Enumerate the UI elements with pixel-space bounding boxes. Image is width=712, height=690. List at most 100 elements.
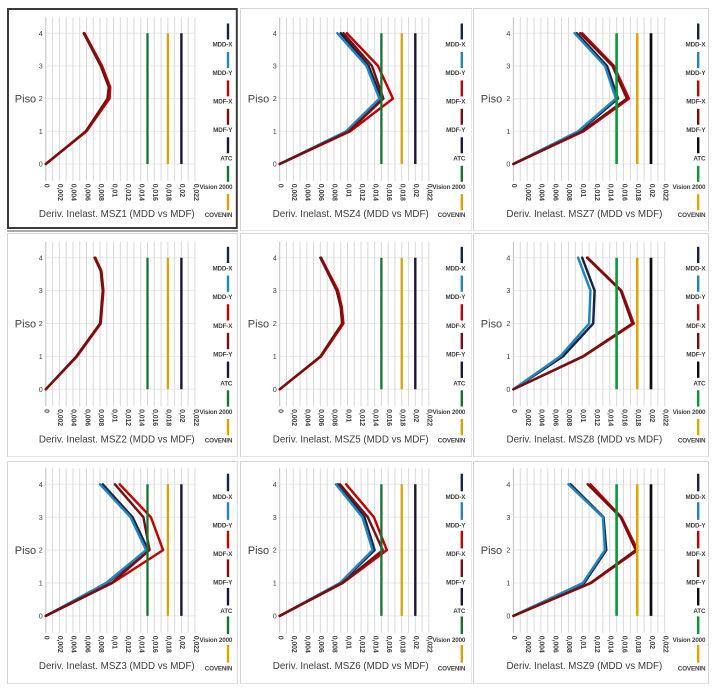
svg-text:1: 1 (506, 352, 510, 361)
svg-text:0,022: 0,022 (192, 409, 199, 426)
svg-text:2: 2 (272, 545, 276, 554)
svg-text:0,018: 0,018 (634, 635, 641, 652)
svg-text:0,016: 0,016 (384, 635, 391, 652)
svg-text:0,008: 0,008 (330, 635, 337, 652)
svg-text:ATC: ATC (453, 608, 466, 615)
svg-text:ATC: ATC (693, 380, 706, 387)
svg-text:4: 4 (506, 28, 510, 37)
svg-text:0,002: 0,002 (290, 409, 297, 426)
svg-text:0,02: 0,02 (412, 183, 419, 196)
svg-text:0,006: 0,006 (83, 183, 90, 200)
svg-text:MDD-Y: MDD-Y (445, 70, 466, 77)
svg-text:ATC: ATC (220, 155, 233, 162)
svg-text:0,014: 0,014 (138, 635, 145, 652)
svg-text:MDF-Y: MDF-Y (213, 352, 233, 359)
svg-text:MDF-Y: MDF-Y (686, 579, 706, 586)
svg-text:3: 3 (272, 286, 276, 295)
svg-text:MDF-Y: MDF-Y (686, 126, 706, 133)
svg-text:0,006: 0,006 (83, 409, 90, 426)
svg-text:2: 2 (39, 319, 43, 328)
svg-text:Deriv. Inelast. MSZ6 (MDD vs M: Deriv. Inelast. MSZ6 (MDD vs MDF) (272, 660, 428, 671)
svg-text:0,018: 0,018 (634, 409, 641, 426)
svg-text:0,012: 0,012 (593, 409, 600, 426)
svg-text:4: 4 (39, 479, 43, 488)
svg-text:0,016: 0,016 (151, 183, 158, 200)
svg-text:MDD-Y: MDD-Y (685, 70, 706, 77)
svg-text:Vision 2000: Vision 2000 (199, 636, 232, 643)
svg-text:0,02: 0,02 (178, 183, 185, 196)
svg-text:Vision 2000: Vision 2000 (199, 409, 232, 416)
svg-text:0,01: 0,01 (110, 635, 117, 648)
svg-text:MDF-X: MDF-X (686, 98, 706, 105)
svg-text:0: 0 (43, 635, 50, 639)
svg-text:0,008: 0,008 (330, 183, 337, 200)
svg-text:0,02: 0,02 (648, 635, 655, 648)
svg-text:0,012: 0,012 (124, 183, 131, 200)
svg-text:COVENIN: COVENIN (437, 438, 465, 445)
svg-text:0,004: 0,004 (303, 409, 310, 426)
svg-text:MDD-Y: MDD-Y (212, 522, 233, 529)
svg-text:Vision 2000: Vision 2000 (672, 183, 706, 190)
svg-text:0,008: 0,008 (97, 183, 104, 200)
svg-text:0,004: 0,004 (70, 635, 77, 652)
svg-text:Deriv. Inelast. MSZ9 (MDD vs M: Deriv. Inelast. MSZ9 (MDD vs MDF) (506, 660, 662, 671)
svg-text:1: 1 (272, 352, 276, 361)
svg-text:0,012: 0,012 (593, 183, 600, 200)
svg-text:ATC: ATC (220, 380, 233, 387)
svg-text:MDF-Y: MDF-Y (446, 352, 466, 359)
svg-text:0,004: 0,004 (538, 635, 545, 652)
svg-text:Vision 2000: Vision 2000 (672, 409, 705, 416)
svg-text:0,022: 0,022 (425, 635, 432, 652)
svg-text:1: 1 (272, 578, 276, 587)
svg-text:0,008: 0,008 (97, 409, 104, 426)
svg-text:0,008: 0,008 (97, 635, 104, 652)
svg-text:0,02: 0,02 (648, 183, 655, 196)
svg-text:MDD-Y: MDD-Y (445, 294, 466, 301)
svg-text:MDD-X: MDD-X (685, 266, 706, 273)
svg-text:MDF-Y: MDF-Y (446, 579, 466, 586)
svg-text:MDF-X: MDF-X (446, 98, 466, 105)
svg-text:0: 0 (276, 183, 283, 187)
svg-text:0,02: 0,02 (648, 409, 655, 422)
svg-text:0,012: 0,012 (357, 409, 364, 426)
svg-text:0,008: 0,008 (565, 183, 572, 200)
svg-text:0,006: 0,006 (317, 183, 324, 200)
svg-text:0,02: 0,02 (412, 409, 419, 422)
svg-text:ATC: ATC (453, 155, 466, 162)
svg-text:3: 3 (506, 286, 510, 295)
svg-text:MDD-X: MDD-X (445, 266, 466, 273)
svg-text:Piso: Piso (247, 319, 268, 331)
svg-text:0,016: 0,016 (620, 409, 627, 426)
svg-text:1: 1 (272, 126, 276, 135)
svg-text:MDD-X: MDD-X (685, 41, 706, 48)
svg-text:COVENIN: COVENIN (678, 665, 706, 672)
svg-text:0: 0 (272, 159, 276, 168)
svg-text:4: 4 (506, 253, 510, 262)
svg-text:0,022: 0,022 (425, 183, 432, 200)
svg-text:0,016: 0,016 (384, 409, 391, 426)
svg-text:MDF-X: MDF-X (686, 551, 706, 558)
svg-text:ATC: ATC (220, 608, 233, 615)
svg-text:ATC: ATC (693, 155, 706, 162)
svg-text:0,01: 0,01 (344, 635, 351, 648)
svg-text:0,02: 0,02 (178, 635, 185, 648)
svg-text:1: 1 (39, 578, 43, 587)
svg-text:0: 0 (43, 183, 50, 187)
svg-text:0,014: 0,014 (371, 409, 378, 426)
svg-text:0,02: 0,02 (178, 409, 185, 422)
svg-text:Deriv. Inelast. MSZ3 (MDD vs M: Deriv. Inelast. MSZ3 (MDD vs MDF) (39, 660, 195, 671)
svg-text:0,014: 0,014 (138, 183, 145, 200)
svg-text:COVENIN: COVENIN (437, 665, 465, 672)
svg-text:0,01: 0,01 (344, 409, 351, 422)
svg-text:0,014: 0,014 (371, 183, 378, 200)
svg-text:MDD-X: MDD-X (212, 266, 233, 273)
svg-text:0,006: 0,006 (317, 635, 324, 652)
svg-text:COVENIN: COVENIN (205, 438, 233, 445)
svg-text:MDF-Y: MDF-Y (213, 126, 233, 133)
svg-text:0,008: 0,008 (565, 409, 572, 426)
svg-text:2: 2 (506, 94, 510, 103)
svg-text:0,004: 0,004 (538, 183, 545, 200)
svg-text:0: 0 (510, 409, 517, 413)
svg-text:3: 3 (272, 512, 276, 521)
svg-text:0: 0 (272, 385, 276, 394)
